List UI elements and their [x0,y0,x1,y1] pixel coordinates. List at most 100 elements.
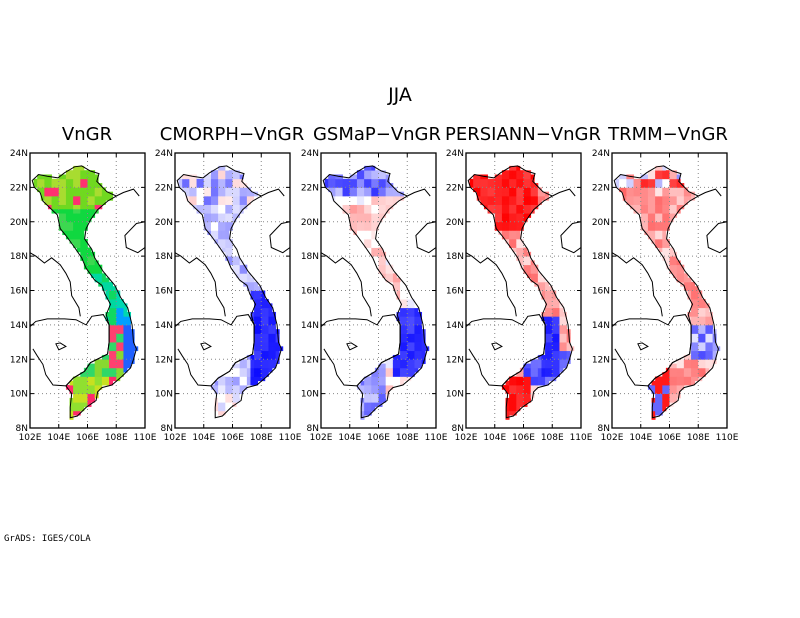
grid-cell [407,299,412,304]
grid-cell [534,273,539,279]
grid-cell [512,376,517,382]
grid-cell [523,187,528,193]
grid-cell [698,294,703,300]
grid-cell [207,213,212,218]
grid-cell [633,183,638,188]
grid-cell [119,320,124,326]
grid-cell [680,372,685,377]
grid-cell [651,191,656,197]
grid-cell [563,363,568,369]
grid-cell [669,260,674,266]
grid-cell [629,183,634,188]
grid-cell [545,320,550,326]
grid-cell [662,243,667,248]
grid-cell [371,389,376,395]
grid-cell [101,281,106,287]
grid-cell [109,294,114,300]
grid-cell [501,213,506,218]
grid-cell [527,372,532,377]
grid-cell [73,221,78,227]
grid-cell [407,303,412,309]
grid-cell [69,178,74,184]
grid-cell [676,200,681,205]
grid-cell [367,217,372,223]
grid-cell [651,380,656,386]
grid-cell [403,286,408,291]
grid-cell [669,385,674,390]
grid-cell [644,221,649,227]
grid-cell [651,410,656,416]
grid-cell [272,350,277,356]
y-tick-label: 14N [155,321,173,331]
grid-cell [665,393,670,399]
grid-cell [83,376,88,382]
grid-cell [367,397,372,403]
grid-cell [691,294,696,300]
grid-cell [392,376,397,382]
grid-cell [658,165,663,171]
grid-cell [378,170,383,175]
grid-cell [694,303,699,309]
grid-cell [76,393,81,399]
grid-cell [712,350,717,356]
grid-cell [534,363,539,369]
grid-cell [555,367,560,373]
grid-cell [257,367,262,373]
grid-cell [364,243,369,248]
grid-cell [76,389,81,395]
grid-cell [239,385,244,390]
grid-cell [651,213,656,218]
grid-cell [691,367,696,373]
grid-cell [127,346,132,352]
grid-cell [483,191,488,197]
grid-cell [392,191,397,197]
grid-cell [338,200,343,205]
grid-cell [69,385,74,390]
grid-cell [566,350,571,356]
grid-cell [371,217,376,223]
grid-cell [516,208,521,214]
grid-cell [218,380,223,386]
grid-cell [364,200,369,205]
grid-cell [378,247,383,253]
grid-cell [221,165,226,171]
grid-cell [622,187,627,193]
grid-cell [658,230,663,236]
grid-cell [328,178,333,184]
grid-cell [498,195,503,201]
grid-cell [80,213,85,218]
grid-cell [192,187,197,193]
y-tick-label: 18N [10,252,28,262]
grid-cell [523,260,528,266]
grid-cell [694,290,699,296]
grid-cell [691,324,696,330]
grid-cell [662,187,667,193]
grid-cell [519,204,524,210]
grid-cell [665,174,670,180]
grid-cell [87,178,92,184]
grid-cell [338,187,343,193]
grid-cell [673,385,678,390]
grid-cell [552,307,557,313]
grid-cell [225,191,230,197]
grid-cell [80,238,85,244]
grid-cell [414,333,419,339]
grid-cell [123,307,128,313]
grid-cell [58,191,63,197]
grid-cell [346,204,351,210]
grid-cell [559,367,564,373]
grid-cell [119,350,124,356]
grid-cell [407,307,412,313]
grid-cell [378,195,383,201]
grid-cell [353,174,358,180]
grid-cell [389,273,394,279]
grid-cell [559,333,564,339]
grid-cell [501,234,506,240]
grid-cell [665,260,670,266]
grid-cell [214,230,219,236]
x-tick-label: 104E [192,433,215,443]
grid-cell [264,320,269,326]
grid-cell [552,329,557,334]
grid-cell [371,243,376,248]
grid-cell [73,195,78,201]
